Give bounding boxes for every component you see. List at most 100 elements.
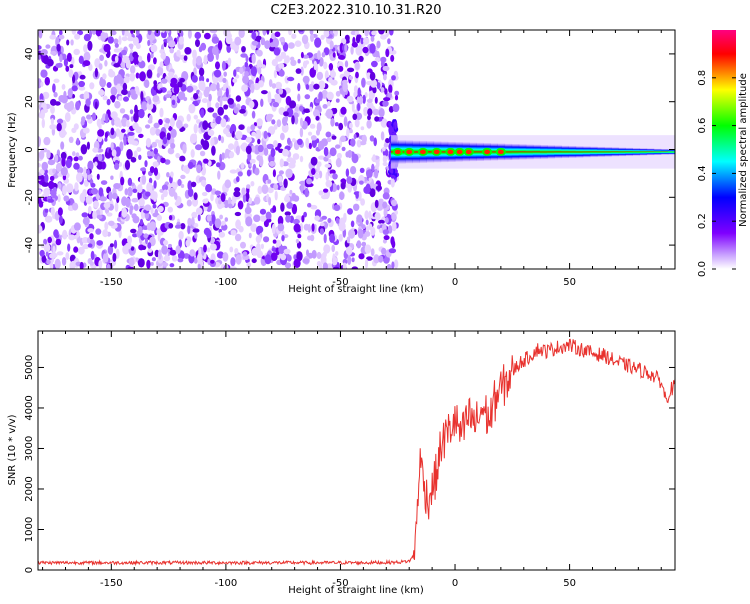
x-tick-label: -150	[100, 277, 123, 288]
noise-speckle	[99, 54, 104, 62]
noise-speckle	[265, 211, 272, 220]
noise-speckle	[156, 214, 162, 221]
noise-speckle	[121, 30, 125, 36]
noise-speckle	[316, 129, 320, 136]
noise-speckle	[123, 76, 130, 84]
noise-speckle	[220, 118, 227, 128]
noise-speckle	[368, 210, 372, 220]
noise-speckle	[104, 221, 109, 231]
noise-speckle	[132, 122, 139, 130]
noise-speckle	[69, 64, 74, 69]
noise-speckle	[307, 131, 313, 136]
noise-speckle	[248, 100, 255, 109]
noise-speckle	[211, 145, 216, 156]
noise-speckle	[138, 108, 145, 119]
noise-speckle	[87, 243, 93, 248]
noise-speckle	[104, 60, 108, 67]
signal-band-segment	[646, 148, 655, 156]
noise-speckle	[129, 109, 134, 115]
noise-speckle	[374, 57, 381, 62]
noise-speckle	[46, 149, 51, 159]
x-tick-label: -150	[100, 578, 123, 589]
noise-speckle	[230, 257, 236, 267]
noise-speckle	[44, 173, 49, 183]
noise-speckle	[132, 233, 138, 238]
signal-band-segment	[604, 147, 612, 157]
noise-speckle	[229, 127, 234, 134]
noise-speckle	[223, 104, 229, 110]
noise-speckle	[367, 108, 373, 116]
noise-speckle	[60, 141, 65, 150]
noise-speckle	[309, 106, 313, 112]
noise-speckle	[336, 152, 342, 160]
noise-speckle	[245, 191, 250, 203]
noise-speckle	[321, 194, 328, 200]
noise-speckle	[248, 30, 254, 33]
noise-speckle	[205, 184, 213, 193]
noise-speckle	[233, 107, 239, 114]
noise-speckle	[295, 68, 302, 74]
noise-speckle	[176, 119, 183, 129]
noise-speckle	[63, 195, 70, 202]
noise-speckle	[202, 120, 209, 131]
noise-speckle	[324, 163, 332, 168]
noise-speckle	[182, 165, 190, 173]
noise-speckle	[271, 223, 276, 235]
noise-speckle	[387, 38, 391, 45]
noise-speckle	[387, 92, 393, 99]
colorbar-gradient	[712, 30, 736, 269]
noise-speckle	[225, 148, 230, 156]
noise-speckle	[99, 78, 106, 88]
noise-speckle	[335, 251, 339, 256]
noise-speckle	[329, 30, 334, 35]
noise-speckle	[390, 177, 395, 188]
noise-speckle	[297, 58, 301, 64]
noise-speckle	[96, 173, 100, 180]
noise-speckle	[355, 112, 363, 121]
noise-speckle	[261, 90, 268, 95]
noise-speckle	[217, 106, 224, 116]
noise-speckle	[161, 30, 167, 39]
noise-speckle	[361, 241, 367, 247]
noise-speckle	[342, 262, 347, 269]
colorbar-tick-label: 0.8	[697, 70, 708, 86]
noise-speckle	[394, 210, 398, 215]
noise-speckle	[83, 51, 91, 62]
noise-speckle	[207, 129, 215, 137]
noise-speckle	[72, 74, 76, 84]
noise-speckle	[110, 142, 114, 151]
noise-speckle	[146, 69, 153, 79]
noise-speckle	[146, 259, 151, 269]
noise-speckle	[136, 147, 142, 152]
noise-speckle	[59, 30, 63, 36]
noise-speckle	[120, 176, 125, 186]
noise-speckle	[97, 129, 105, 137]
noise-speckle	[158, 249, 162, 260]
noise-speckle	[383, 208, 388, 217]
colorbar-tick-label: 0.2	[697, 213, 708, 229]
noise-speckle	[374, 212, 381, 221]
noise-speckle	[177, 258, 184, 263]
noise-speckle	[159, 61, 164, 68]
noise-speckle	[110, 111, 118, 120]
noise-speckle	[125, 242, 132, 250]
noise-speckle	[140, 167, 147, 172]
noise-speckle	[129, 72, 136, 82]
noise-speckle	[127, 235, 132, 245]
noise-speckle	[40, 81, 44, 87]
noise-speckle	[186, 199, 192, 207]
noise-speckle	[74, 33, 81, 40]
noise-speckle	[245, 145, 252, 155]
noise-speckle	[266, 218, 272, 223]
noise-speckle	[219, 96, 223, 108]
hot-spot-core	[484, 149, 491, 155]
noise-speckle	[167, 206, 173, 213]
signal-band-segment	[625, 147, 633, 156]
noise-speckle	[50, 51, 57, 55]
noise-speckle	[310, 234, 315, 242]
noise-speckle	[193, 223, 199, 228]
noise-speckle	[294, 116, 299, 125]
noise-speckle	[160, 52, 166, 60]
noise-speckle	[147, 248, 153, 253]
noise-speckle	[276, 119, 282, 128]
